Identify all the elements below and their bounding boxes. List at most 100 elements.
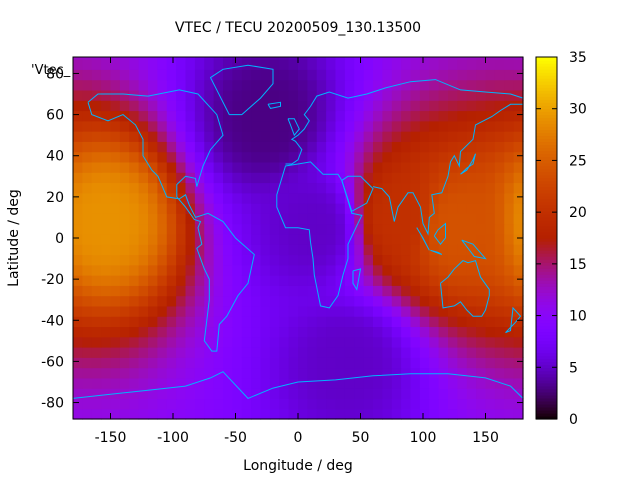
heatmap-cell	[241, 57, 252, 60]
coastline	[72, 371, 524, 399]
heatmap-cell	[241, 213, 252, 225]
heatmap-cell	[279, 161, 290, 173]
heatmap-cell	[157, 336, 168, 348]
colorbar-swatch	[536, 415, 557, 420]
heatmap-cell	[223, 347, 233, 358]
heatmap-cell	[457, 377, 468, 389]
heatmap-cell	[157, 69, 168, 81]
heatmap-cell	[176, 377, 187, 389]
heatmap-cell	[429, 213, 440, 225]
heatmap-cell	[129, 223, 140, 235]
heatmap-cell	[157, 254, 168, 266]
heatmap-cell	[73, 295, 83, 307]
heatmap-cell	[504, 336, 515, 348]
heatmap-cell	[307, 172, 318, 184]
heatmap-cell	[138, 254, 149, 266]
heatmap-cell	[223, 59, 233, 70]
heatmap-cell	[438, 172, 449, 184]
heatmap-cell	[363, 161, 374, 173]
heatmap-cell	[279, 233, 290, 245]
heatmap-cell	[91, 285, 102, 297]
heatmap-cell	[410, 388, 421, 400]
heatmap-cell	[260, 69, 271, 81]
heatmap-cell	[354, 367, 365, 379]
heatmap-cell	[391, 131, 402, 142]
heatmap-cell	[448, 203, 458, 214]
heatmap-cell	[354, 285, 365, 297]
heatmap-cell	[73, 131, 83, 142]
colorbar-swatch	[536, 90, 557, 94]
heatmap-cell	[101, 110, 112, 122]
heatmap-cell	[429, 275, 440, 286]
heatmap-cell	[494, 408, 505, 420]
heatmap-cell	[307, 244, 318, 256]
heatmap-cell	[129, 408, 140, 420]
heatmap-cell	[166, 357, 177, 369]
heatmap-cell	[316, 223, 327, 235]
heatmap-cell	[101, 408, 112, 420]
coastline	[440, 259, 490, 317]
heatmap-cell	[204, 244, 215, 256]
heatmap-cell	[176, 110, 187, 122]
heatmap-cell	[138, 367, 149, 379]
heatmap-cell	[373, 79, 383, 91]
heatmap-cell	[110, 89, 121, 101]
heatmap-cell	[194, 254, 205, 266]
heatmap-cell	[354, 151, 365, 163]
heatmap-cell	[157, 347, 168, 358]
colorbar-swatch	[536, 292, 557, 296]
heatmap-cell	[485, 305, 496, 317]
heatmap-cell	[326, 377, 337, 389]
heatmap-cell	[391, 398, 402, 410]
heatmap-cell	[485, 161, 496, 173]
heatmap-cell	[194, 182, 205, 194]
heatmap-cell	[410, 59, 421, 70]
heatmap-cell	[326, 182, 337, 194]
heatmap-cell	[148, 69, 158, 81]
heatmap-cell	[476, 377, 487, 389]
heatmap-cell	[101, 326, 112, 338]
heatmap-cell	[504, 275, 515, 286]
heatmap-cell	[391, 120, 402, 132]
heatmap-cell	[110, 141, 121, 153]
heatmap-cell	[223, 367, 233, 379]
heatmap-cell	[288, 398, 299, 410]
heatmap-cell	[260, 367, 271, 379]
heatmap-cell	[494, 285, 505, 297]
heatmap-cell	[494, 182, 505, 194]
heatmap-cell	[494, 254, 505, 266]
heatmap-cell	[138, 408, 149, 420]
heatmap-cell	[241, 89, 252, 101]
heatmap-cell	[223, 254, 233, 266]
heatmap-cell	[251, 59, 262, 70]
heatmap-cell	[401, 69, 412, 81]
y-tick-label: -80	[41, 396, 64, 412]
heatmap-cell	[101, 192, 112, 204]
heatmap-cell	[307, 59, 318, 70]
heatmap-cell	[382, 131, 393, 142]
heatmap-cell	[204, 131, 215, 142]
heatmap-cell	[344, 305, 355, 317]
heatmap-cell	[176, 367, 187, 379]
x-tick-label: 0	[294, 430, 303, 446]
heatmap-cell	[232, 336, 243, 348]
heatmap-cell	[457, 120, 468, 132]
heatmap-cell	[138, 326, 149, 338]
heatmap-cell	[354, 141, 365, 153]
heatmap-cell	[448, 408, 458, 420]
coastline	[430, 249, 443, 255]
heatmap-cell	[316, 141, 327, 153]
heatmap-cell	[363, 305, 374, 317]
heatmap-cell	[241, 223, 252, 235]
heatmap-cell	[251, 305, 262, 317]
heatmap-cell	[438, 131, 449, 142]
heatmap-cell	[213, 151, 224, 163]
heatmap-cell	[251, 131, 262, 142]
heatmap-cell	[466, 326, 477, 338]
heatmap-cell	[82, 285, 93, 297]
heatmap-cell	[269, 398, 280, 410]
heatmap-cell	[485, 213, 496, 225]
heatmap-cell	[279, 285, 290, 297]
heatmap-cell	[344, 347, 355, 358]
heatmap-cell	[457, 316, 468, 328]
